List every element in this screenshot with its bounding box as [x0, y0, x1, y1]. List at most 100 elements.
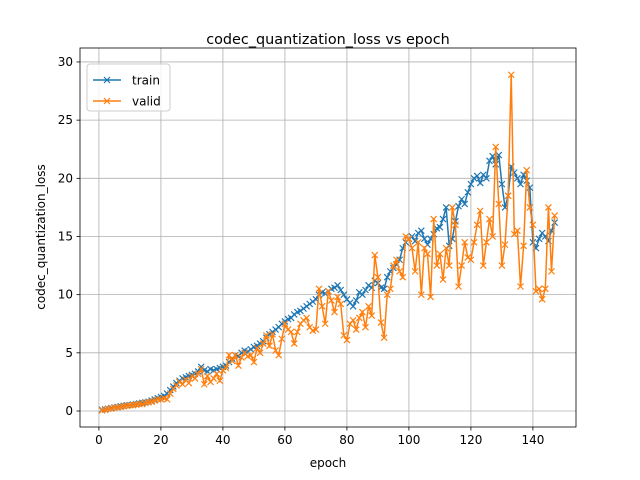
valid-point — [250, 358, 258, 366]
valid-point — [433, 262, 441, 269]
train-point — [362, 286, 369, 294]
valid-point — [535, 285, 543, 293]
valid-point — [154, 395, 162, 403]
valid-point — [396, 267, 404, 275]
train-point — [520, 171, 528, 179]
valid-point — [507, 71, 515, 79]
valid-point — [225, 351, 233, 359]
y-tick-label: 30 — [58, 55, 73, 69]
train-point — [458, 195, 466, 203]
valid-point — [275, 351, 283, 359]
valid-point — [473, 221, 481, 229]
valid-point — [368, 312, 376, 320]
valid-point — [315, 285, 323, 293]
y-tick-label: 0 — [65, 404, 73, 418]
valid-point — [467, 256, 475, 264]
valid-point — [405, 235, 413, 243]
valid-point — [253, 344, 261, 352]
valid-point — [389, 262, 397, 269]
train-point — [439, 215, 447, 223]
valid-point — [216, 377, 224, 385]
valid-point — [340, 331, 348, 339]
valid-point — [197, 365, 205, 373]
x-tick-label: 140 — [521, 433, 544, 447]
valid-point — [430, 215, 438, 223]
valid-point — [110, 404, 118, 411]
valid-point — [355, 314, 363, 322]
valid-point — [324, 287, 332, 295]
train-point — [529, 238, 537, 246]
valid-point — [517, 283, 524, 290]
train-point — [334, 281, 342, 289]
valid-point — [290, 340, 298, 347]
valid-point — [445, 262, 453, 269]
valid-point — [194, 370, 202, 378]
valid-point — [222, 364, 230, 372]
valid-point — [374, 273, 382, 281]
y-axis-label: codec_quantization_loss — [34, 164, 48, 310]
train-point — [455, 202, 462, 210]
valid-point — [492, 143, 500, 151]
legend-marker-valid — [103, 97, 111, 105]
x-tick-label: 40 — [215, 433, 230, 447]
train-point — [442, 203, 450, 211]
valid-point — [520, 242, 528, 250]
train-point — [420, 235, 428, 243]
train-point — [358, 291, 366, 299]
train-point — [436, 223, 444, 231]
train-point — [340, 291, 348, 299]
valid-point — [380, 334, 388, 342]
valid-point — [408, 244, 416, 252]
valid-point — [318, 302, 326, 310]
valid-point — [312, 326, 320, 333]
valid-point — [358, 308, 366, 316]
valid-point — [135, 400, 143, 408]
x-tick-label: 100 — [397, 433, 420, 447]
valid-point — [414, 238, 422, 246]
valid-point — [337, 300, 345, 308]
train-point — [417, 227, 425, 235]
valid-point — [442, 244, 450, 252]
valid-point — [331, 308, 338, 316]
x-tick-label: 120 — [459, 433, 482, 447]
valid-point — [501, 241, 509, 249]
valid-point — [185, 379, 193, 387]
series-lines — [98, 71, 559, 414]
valid-point — [541, 285, 549, 293]
valid-point — [461, 238, 469, 246]
valid-point — [256, 349, 264, 357]
valid-point — [526, 203, 534, 211]
valid-point — [538, 295, 546, 303]
valid-point — [489, 233, 497, 240]
valid-point — [321, 320, 329, 328]
valid-point — [399, 273, 407, 281]
valid-point — [334, 293, 342, 301]
valid-point — [303, 314, 311, 322]
valid-point — [495, 200, 503, 208]
x-tick-label: 80 — [339, 433, 354, 447]
train-point — [498, 180, 506, 188]
valid-point — [411, 267, 419, 275]
valid-point — [427, 293, 435, 301]
valid-point — [278, 335, 286, 343]
valid-point — [458, 262, 466, 269]
chart-title: codec_quantization_loss vs epoch — [206, 32, 450, 48]
valid-point — [362, 323, 369, 331]
valid-point — [476, 207, 484, 215]
train-point — [467, 180, 475, 188]
valid-point — [210, 375, 218, 382]
x-axis-label: epoch — [310, 456, 347, 470]
valid-point — [231, 351, 239, 359]
valid-point — [104, 405, 112, 413]
valid-point — [265, 342, 273, 350]
valid-point — [386, 285, 394, 293]
valid-point — [287, 328, 295, 336]
valid-point — [371, 251, 379, 259]
valid-point — [200, 380, 208, 388]
valid-point — [228, 357, 236, 365]
valid-point — [281, 320, 289, 328]
valid-point — [548, 267, 555, 275]
valid-point — [191, 375, 199, 382]
valid-point — [436, 250, 444, 258]
valid-point — [213, 370, 221, 378]
